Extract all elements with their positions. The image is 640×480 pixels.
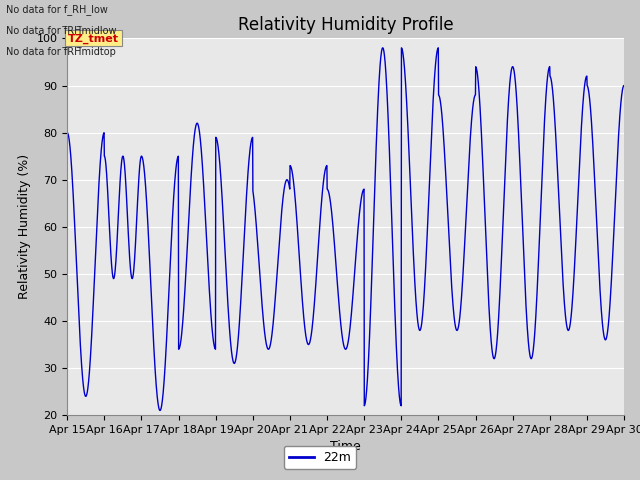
Text: TZ_tmet: TZ_tmet xyxy=(68,33,119,44)
Text: No data for f̅RH̅midtop: No data for f̅RH̅midtop xyxy=(6,47,116,57)
Text: No data for f̅RH̅midlow: No data for f̅RH̅midlow xyxy=(6,25,117,36)
X-axis label: Time: Time xyxy=(330,441,361,454)
Text: No data for f_RH_low: No data for f_RH_low xyxy=(6,4,108,15)
Legend: 22m: 22m xyxy=(284,446,356,469)
Y-axis label: Relativity Humidity (%): Relativity Humidity (%) xyxy=(18,154,31,300)
Title: Relativity Humidity Profile: Relativity Humidity Profile xyxy=(238,16,453,34)
